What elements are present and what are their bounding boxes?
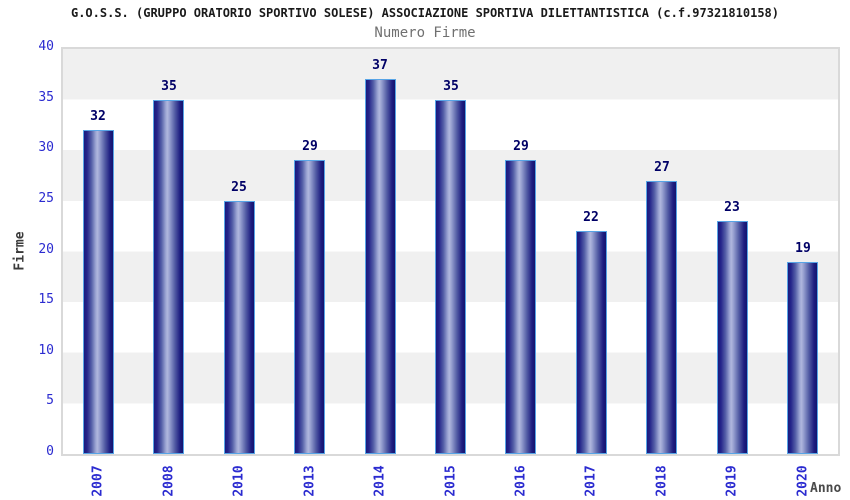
bar-value-2017: 22 bbox=[583, 210, 599, 225]
x-tick-2010: 2010 bbox=[231, 465, 247, 497]
bar-value-2007: 32 bbox=[90, 109, 106, 124]
bar-value-2010: 25 bbox=[231, 180, 247, 195]
x-axis-title: Anno bbox=[810, 481, 842, 496]
bar-2007 bbox=[83, 130, 114, 454]
x-tick-2015: 2015 bbox=[443, 465, 459, 497]
bar-2013 bbox=[294, 160, 325, 454]
x-tick-2019: 2019 bbox=[724, 465, 740, 497]
bar-2010 bbox=[224, 201, 255, 454]
y-tick-20: 20 bbox=[38, 242, 54, 257]
plot-area: 32 35 25 29 37 35 29 22 27 23 19 bbox=[61, 47, 840, 456]
y-tick-10: 10 bbox=[38, 343, 54, 358]
bar-value-2018: 27 bbox=[654, 160, 670, 175]
y-tick-25: 25 bbox=[38, 191, 54, 206]
y-tick-40: 40 bbox=[38, 39, 54, 54]
x-tick-2007: 2007 bbox=[90, 465, 106, 497]
bar-2019 bbox=[717, 221, 748, 454]
bar-2018 bbox=[646, 181, 677, 454]
y-tick-0: 0 bbox=[46, 444, 54, 459]
bar-2016 bbox=[505, 160, 536, 454]
y-tick-30: 30 bbox=[38, 140, 54, 155]
bar-value-2016: 29 bbox=[513, 139, 529, 154]
chart-subtitle: Numero Firme bbox=[374, 25, 476, 41]
y-tick-35: 35 bbox=[38, 90, 54, 105]
bar-2017 bbox=[576, 231, 607, 454]
bar-value-2019: 23 bbox=[724, 200, 740, 215]
bar-value-2014: 37 bbox=[372, 58, 388, 73]
bar-2020 bbox=[787, 262, 818, 454]
bar-2014 bbox=[365, 79, 396, 454]
x-tick-2014: 2014 bbox=[372, 465, 388, 497]
y-tick-15: 15 bbox=[38, 292, 54, 307]
bar-value-2015: 35 bbox=[443, 79, 459, 94]
chart-title: G.O.S.S. (GRUPPO ORATORIO SPORTIVO SOLES… bbox=[70, 6, 779, 20]
x-tick-2018: 2018 bbox=[654, 465, 670, 497]
bar-value-2013: 29 bbox=[302, 139, 318, 154]
x-tick-2016: 2016 bbox=[513, 465, 529, 497]
bar-2008 bbox=[153, 100, 184, 454]
x-tick-2013: 2013 bbox=[302, 465, 318, 497]
bar-value-2020: 19 bbox=[795, 241, 811, 256]
x-tick-2008: 2008 bbox=[161, 465, 177, 497]
bar-value-2008: 35 bbox=[161, 79, 177, 94]
bar-2015 bbox=[435, 100, 466, 454]
x-tick-2017: 2017 bbox=[583, 465, 599, 497]
x-tick-2020: 2020 bbox=[795, 465, 811, 497]
y-tick-5: 5 bbox=[46, 393, 54, 408]
